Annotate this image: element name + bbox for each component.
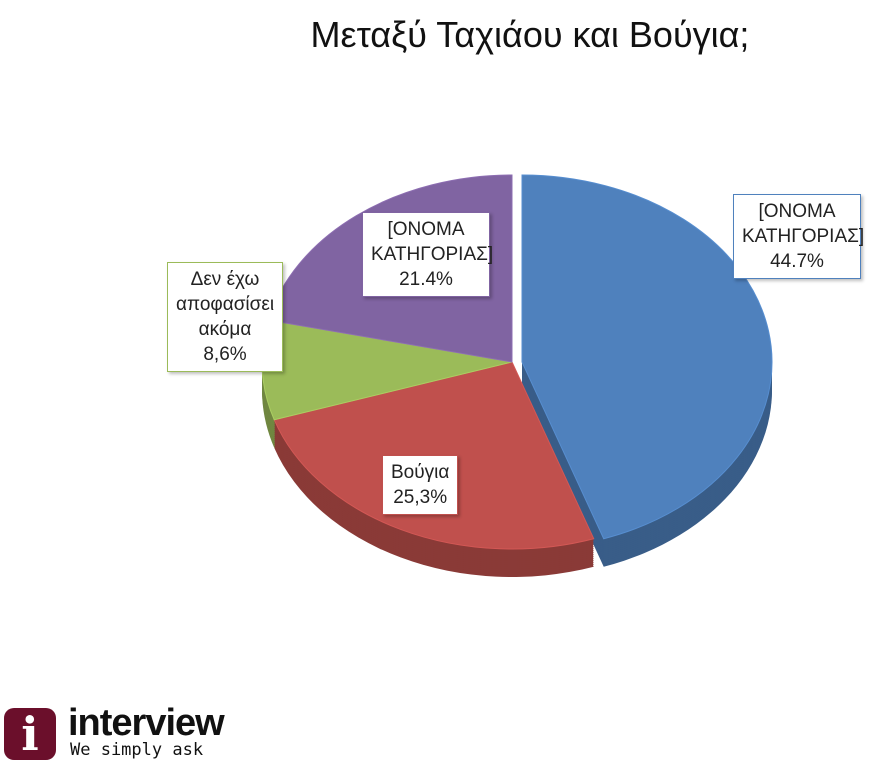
slice-0 [521, 174, 773, 540]
data-label-2: Δεν έχω αποφασίσει ακόμα 8,6% [167, 262, 283, 372]
data-label-0: [ΟΝΟΜΑ ΚΑΤΗΓΟΡΙΑΣ] 44.7% [733, 194, 864, 279]
data-label-1: Βούγια 25,3% [382, 455, 459, 515]
data-label-3: [ΟΝΟΜΑ ΚΑΤΗΓΟΡΙΑΣ] 21.4% [362, 212, 493, 297]
info-icon: i [4, 708, 56, 760]
chart-title: Μεταξύ Ταχιάου και Βούγια; [310, 14, 750, 55]
